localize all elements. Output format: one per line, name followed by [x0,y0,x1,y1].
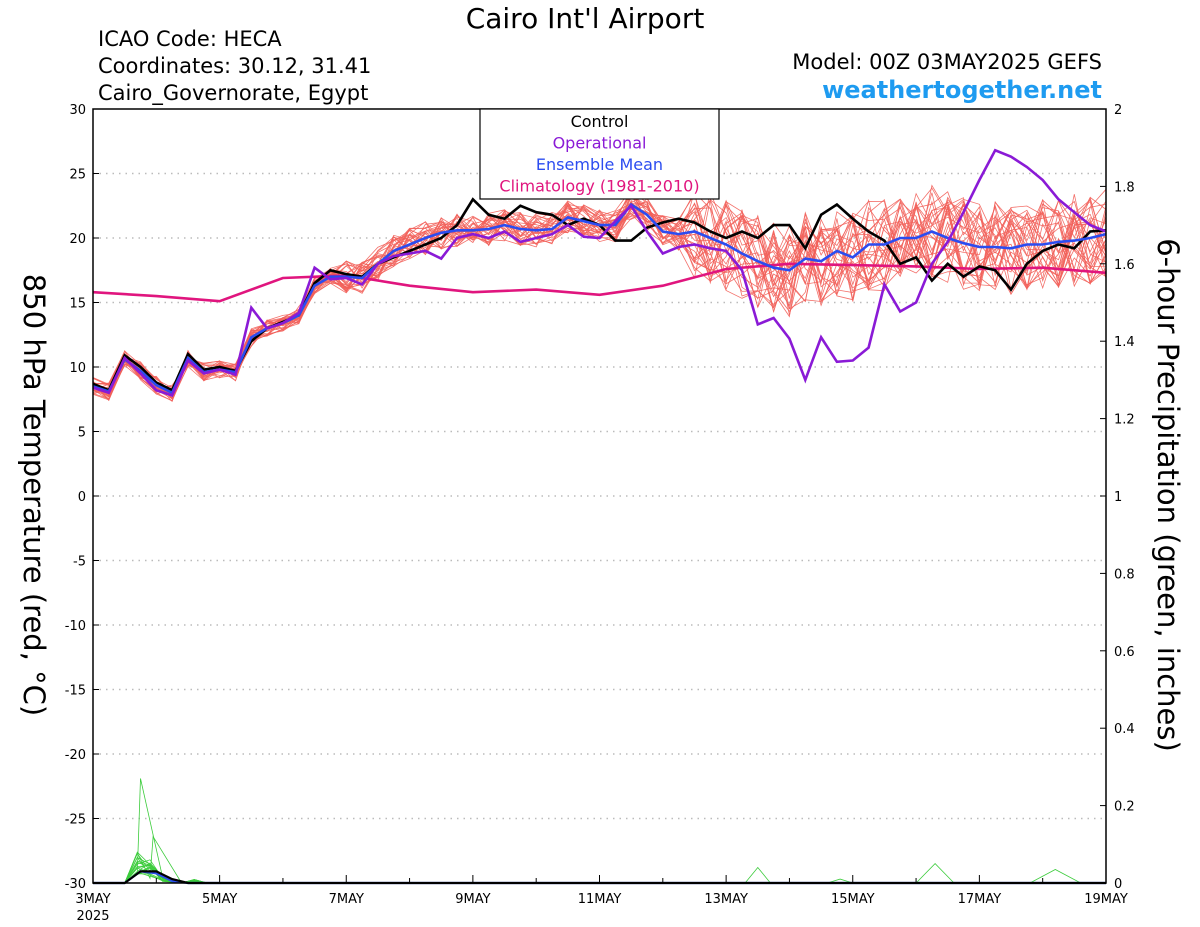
ensemble-members [92,184,1107,403]
x-tick-label: 19MAY [1084,892,1128,907]
x-tick-label: 15MAY [831,892,875,907]
y-tick-label: 0 [78,490,86,505]
x-tick-label: 9MAY [455,892,490,907]
ensemble-member-line [92,199,1107,394]
y-tick-label: 20 [69,232,86,247]
ensemble-member-line [92,188,1107,394]
y-tick-label: -30 [65,877,86,892]
climatology-line [92,262,1107,303]
ensemble-member-line [92,193,1107,400]
main-series [92,148,1107,397]
y-tick-label: -10 [65,619,86,634]
y-tick-label: -25 [65,813,86,828]
y2-tick-label: 0 [1114,877,1122,892]
y-tick-label: -20 [65,748,86,763]
legend-entry: Ensemble Mean [536,155,663,174]
x-tick-label: 13MAY [704,892,748,907]
y2-tick-label: 1 [1114,490,1122,505]
y-tick-label: 10 [69,361,86,376]
axis-ticks: 302520151050-5-10-15-20-25-3021.81.61.41… [65,103,1135,924]
ensemble-member-line [92,196,1107,401]
y-tick-label: -5 [73,555,86,570]
legend-box [479,108,720,200]
x-tick-label: 5MAY [202,892,237,907]
y2-tick-label: 1.6 [1114,258,1135,273]
x-tick-label: 7MAY [329,892,364,907]
y2-tick-label: 0.2 [1114,800,1135,815]
precip-member-line [93,778,1106,884]
chart-title: Cairo Int'l Airport [465,2,705,35]
x-tick-label: 11MAY [578,892,622,907]
y2-tick-label: 1.2 [1114,413,1135,428]
y-tick-label: 25 [69,168,86,183]
precip-members [93,778,1106,885]
y2-tick-label: 0.8 [1114,567,1135,582]
legend-entry: Control [571,112,629,131]
y-tick-label: 5 [78,426,86,441]
ensemble-mean-line [92,202,1107,395]
legend-entry: Operational [553,134,647,153]
y2-tick-label: 0.4 [1114,722,1135,737]
y2-tick-label: 1.4 [1114,335,1135,350]
region: Cairo_Governorate, Egypt [98,81,369,105]
x-tick-sublabel: 2025 [76,909,109,924]
website-link[interactable]: weathertogether.net [822,76,1102,104]
y-tick-label: 15 [69,297,86,312]
icao-code: ICAO Code: HECA [98,27,282,51]
x-tick-label: 17MAY [958,892,1002,907]
y-tick-label: -15 [65,684,86,699]
ensemble-member-line [92,200,1107,394]
model-run: Model: 00Z 03MAY2025 GEFS [792,50,1102,74]
x-tick-label: 3MAY [75,892,110,907]
operational-line [92,148,1107,397]
legend: Control Operational Ensemble Mean Climatolo… [479,108,720,200]
y2-tick-label: 1.8 [1114,180,1135,195]
legend-entry: Climatology (1981-2010) [499,177,699,196]
coordinates: Coordinates: 30.12, 31.41 [98,54,372,78]
y-tick-label: 30 [69,103,86,118]
y2-tick-label: 0.6 [1114,645,1135,660]
ensemble-member-line [92,197,1107,395]
y2-tick-label: 2 [1114,103,1122,118]
